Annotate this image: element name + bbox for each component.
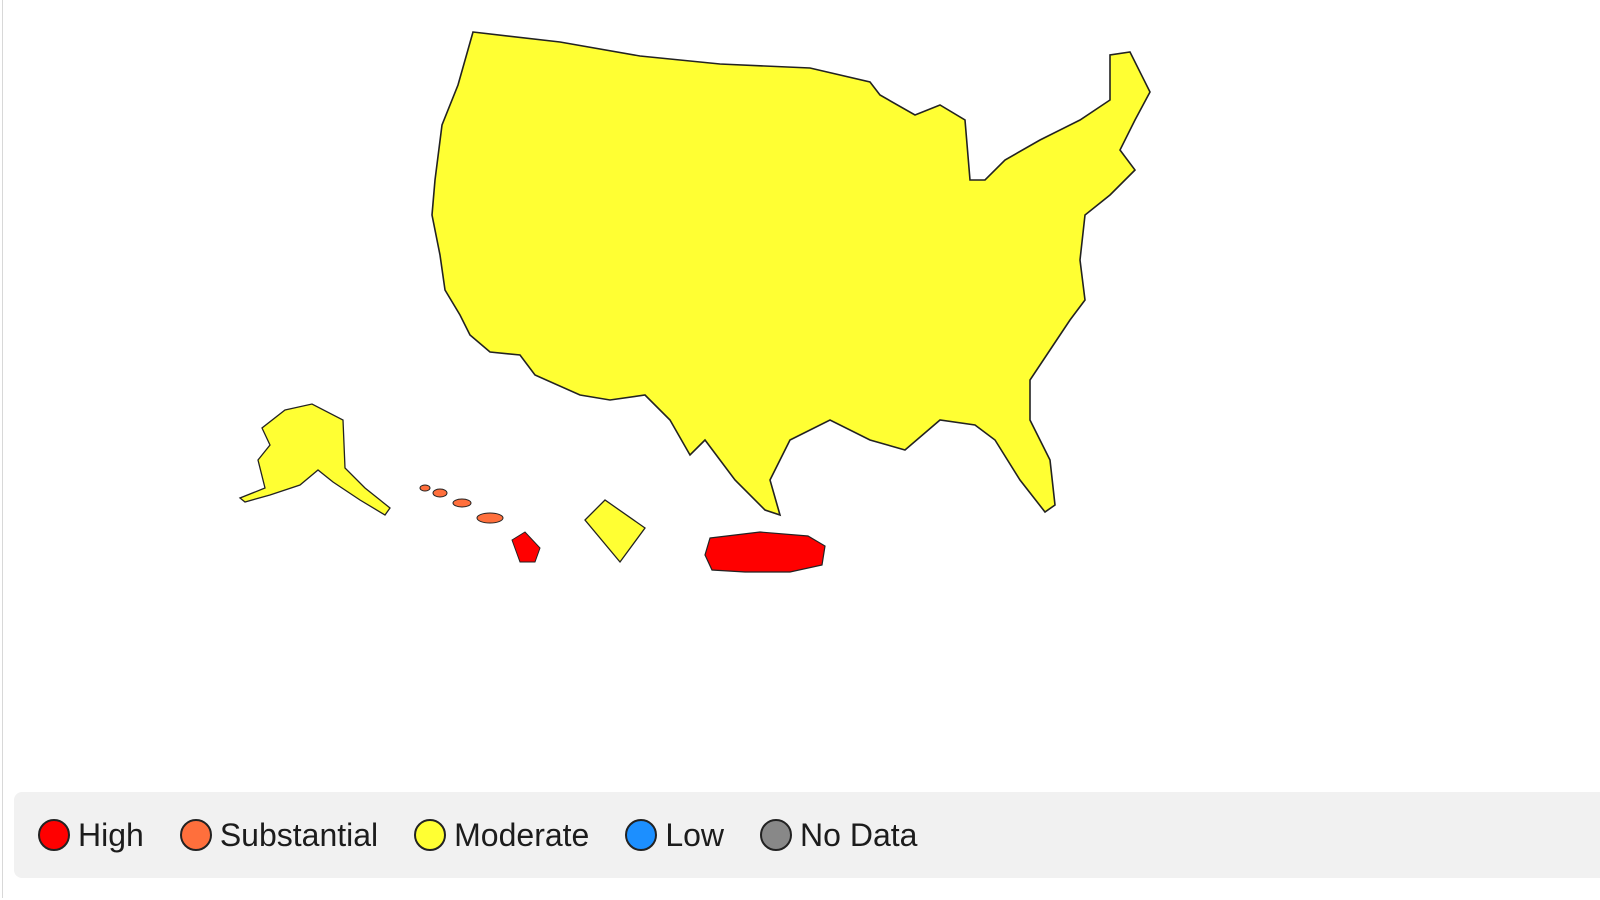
legend-swatch-no-data xyxy=(760,819,793,851)
dc-map xyxy=(584,499,646,564)
legend-item-moderate: Moderate xyxy=(414,817,589,854)
legend-label-high: High xyxy=(78,816,144,853)
legend-label-no-data: No Data xyxy=(800,816,918,853)
legend-item-no-data: No Data xyxy=(760,817,917,854)
legend-swatch-low xyxy=(625,819,658,851)
legend-label-substantial: Substantial xyxy=(219,816,379,853)
legend-label-moderate: Moderate xyxy=(454,816,590,853)
us-community-level-map xyxy=(239,31,1151,573)
conus-map xyxy=(431,31,1151,516)
legend-swatch-moderate xyxy=(414,819,447,851)
legend-swatch-substantial xyxy=(179,819,212,851)
legend-item-low: Low xyxy=(625,817,724,854)
alaska-map xyxy=(239,403,391,516)
legend-swatch-high xyxy=(38,819,70,851)
puerto-rico-map xyxy=(704,531,826,573)
legend-item-substantial: Substantial xyxy=(179,816,379,854)
legend-item-high: High xyxy=(38,817,144,854)
hawaii-map xyxy=(419,484,541,563)
legend-label-low: Low xyxy=(665,816,725,853)
map-legend: High Substantial Moderate Low No Data xyxy=(14,792,1600,878)
